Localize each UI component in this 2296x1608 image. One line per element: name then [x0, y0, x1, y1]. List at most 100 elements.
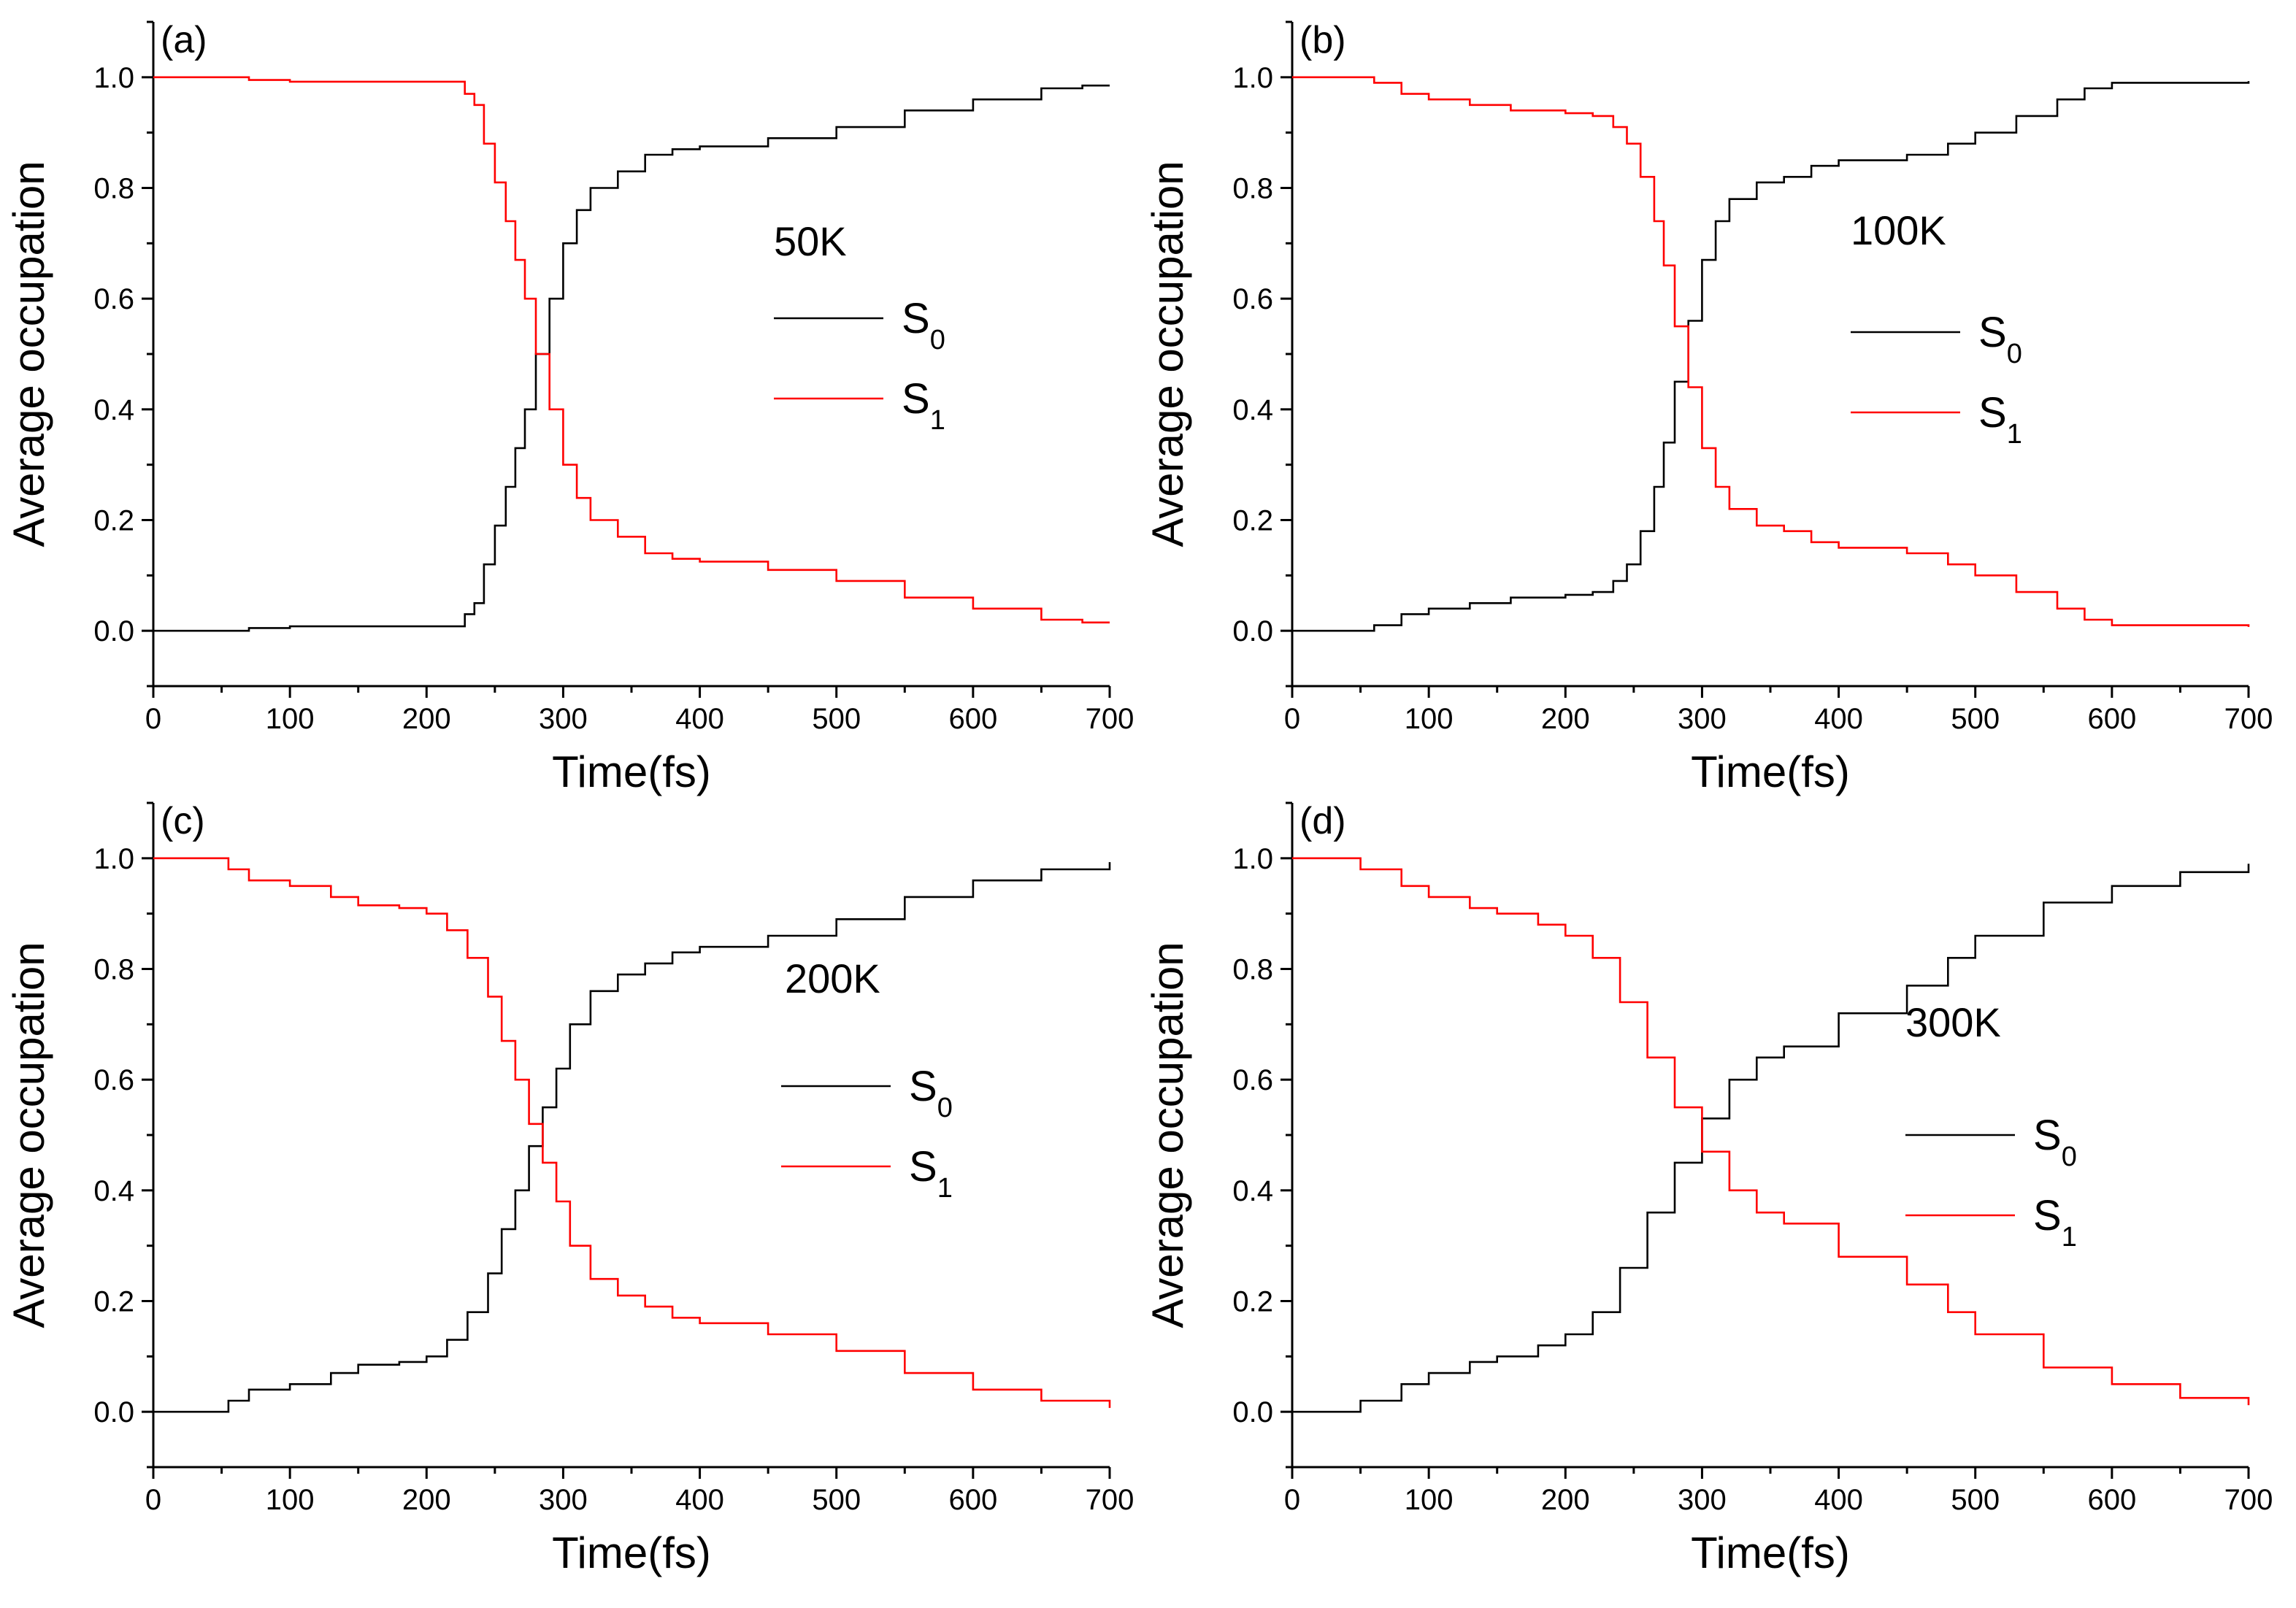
x-tick-label: 600 [2087, 703, 2136, 735]
panel-label: (a) [161, 19, 207, 61]
series-line-S1 [153, 76, 1110, 624]
temperature-label: 100K [1851, 207, 1946, 253]
legend-subscript: 0 [930, 325, 945, 355]
y-tick-label: 1.0 [93, 62, 134, 94]
series-line-S1 [1292, 76, 2250, 627]
x-tick-label: 200 [402, 703, 451, 735]
x-tick-label: 400 [675, 1484, 724, 1516]
y-axis-label: Average occupation [1143, 161, 1192, 547]
x-tick-label: 300 [539, 703, 588, 735]
x-tick-label: 0 [1284, 703, 1300, 735]
y-tick-label: 0.2 [1232, 1286, 1273, 1318]
y-tick-label: 0.4 [1232, 1175, 1273, 1207]
legend-subscript: 0 [937, 1093, 953, 1123]
x-tick-label: 700 [2224, 703, 2273, 735]
x-tick-label: 400 [1814, 1484, 1863, 1516]
y-tick-label: 0.2 [93, 505, 134, 537]
x-tick-label: 700 [1086, 1484, 1134, 1516]
x-tick-label: 400 [675, 703, 724, 735]
x-tick-label: 0 [145, 703, 161, 735]
legend-subscript: 0 [2062, 1142, 2077, 1172]
x-axis-label: Time(fs) [1691, 1528, 1850, 1577]
x-tick-label: 700 [2224, 1484, 2273, 1516]
series-line-S0 [153, 862, 1111, 1413]
panel-c: 0 100 200 300 400 500 600 700 0.0 0.2 0.4 0.6 0.8 1.0… [4, 800, 1134, 1577]
y-tick-label: 0.2 [1232, 505, 1273, 537]
x-tick-label: 300 [539, 1484, 588, 1516]
panel-label: (d) [1299, 800, 1346, 842]
y-axis-label: Average occupation [4, 161, 53, 547]
x-tick-label: 200 [1541, 1484, 1590, 1516]
series-line-S0 [1292, 863, 2250, 1413]
x-tick-label: 700 [1086, 703, 1134, 735]
series-line-S0 [153, 84, 1110, 632]
x-axis-label: Time(fs) [1691, 747, 1850, 796]
legend-subscript: 0 [2007, 339, 2022, 369]
y-tick-label: 1.0 [93, 843, 134, 875]
legend-subscript: 1 [937, 1173, 953, 1204]
panel-b: 0 100 200 300 400 500 600 700 0.0 0.2 0.4 0.6 0.8 1.0… [1143, 19, 2273, 796]
x-tick-label: 400 [1814, 703, 1863, 735]
y-tick-label: 1.0 [1232, 843, 1273, 875]
y-axis-label: Average occupation [4, 942, 53, 1328]
y-tick-label: 0.2 [93, 1286, 134, 1318]
y-tick-label: 0.4 [1232, 394, 1273, 426]
panel-label: (b) [1299, 19, 1346, 61]
legend-label: S0 [1978, 309, 2022, 369]
legend-label: S1 [902, 375, 945, 436]
x-tick-label: 0 [1284, 1484, 1300, 1516]
legend-label: S0 [2033, 1112, 2077, 1172]
x-tick-label: 200 [1541, 703, 1590, 735]
series-line-S1 [153, 857, 1111, 1408]
x-tick-label: 100 [1405, 1484, 1454, 1516]
y-tick-label: 0.0 [1232, 615, 1273, 647]
y-tick-label: 0.0 [1232, 1396, 1273, 1428]
y-axis-label: Average occupation [1143, 942, 1192, 1328]
x-tick-label: 300 [1678, 703, 1727, 735]
legend-label: S0 [909, 1063, 953, 1123]
x-tick-label: 200 [402, 1484, 451, 1516]
y-tick-label: 0.0 [93, 615, 134, 647]
y-tick-label: 0.6 [1232, 283, 1273, 315]
legend-label: S1 [909, 1143, 953, 1204]
series-line-S1 [1292, 857, 2250, 1406]
y-tick-label: 1.0 [1232, 62, 1273, 94]
y-tick-label: 0.6 [93, 283, 134, 315]
x-tick-label: 500 [812, 1484, 861, 1516]
x-tick-label: 300 [1678, 1484, 1727, 1516]
x-tick-label: 500 [812, 703, 861, 735]
x-tick-label: 0 [145, 1484, 161, 1516]
legend-subscript: 1 [2007, 419, 2022, 450]
y-tick-label: 0.8 [93, 173, 134, 205]
x-axis-label: Time(fs) [552, 747, 711, 796]
x-tick-label: 100 [266, 1484, 315, 1516]
temperature-label: 300K [1905, 999, 2001, 1045]
temperature-label: 50K [774, 218, 847, 264]
y-tick-label: 0.6 [93, 1064, 134, 1096]
temperature-label: 200K [785, 955, 880, 1001]
y-tick-label: 0.4 [93, 394, 134, 426]
y-tick-label: 0.4 [93, 1175, 134, 1207]
panel-a: 0 100 200 300 400 500 600 700 0.0 0.2 0.4 0.6 0.8 1.0… [4, 19, 1134, 796]
panel-label: (c) [161, 800, 205, 842]
series-line-S0 [1292, 81, 2250, 632]
x-tick-label: 500 [1951, 703, 2000, 735]
y-tick-label: 0.6 [1232, 1064, 1273, 1096]
x-axis-label: Time(fs) [552, 1528, 711, 1577]
y-tick-label: 0.8 [1232, 954, 1273, 986]
y-tick-label: 0.8 [1232, 173, 1273, 205]
x-tick-label: 600 [948, 1484, 997, 1516]
x-tick-label: 100 [266, 703, 315, 735]
legend-label: S1 [1978, 389, 2022, 450]
panel-d: 0 100 200 300 400 500 600 700 0.0 0.2 0.4 0.6 0.8 1.0… [1143, 800, 2273, 1577]
y-tick-label: 0.0 [93, 1396, 134, 1428]
x-tick-label: 600 [2087, 1484, 2136, 1516]
legend-subscript: 1 [930, 405, 945, 436]
x-tick-label: 100 [1405, 703, 1454, 735]
x-tick-label: 600 [948, 703, 997, 735]
legend-label: S0 [902, 295, 945, 355]
legend-subscript: 1 [2062, 1222, 2077, 1253]
legend-label: S1 [2033, 1192, 2077, 1253]
y-tick-label: 0.8 [93, 954, 134, 986]
